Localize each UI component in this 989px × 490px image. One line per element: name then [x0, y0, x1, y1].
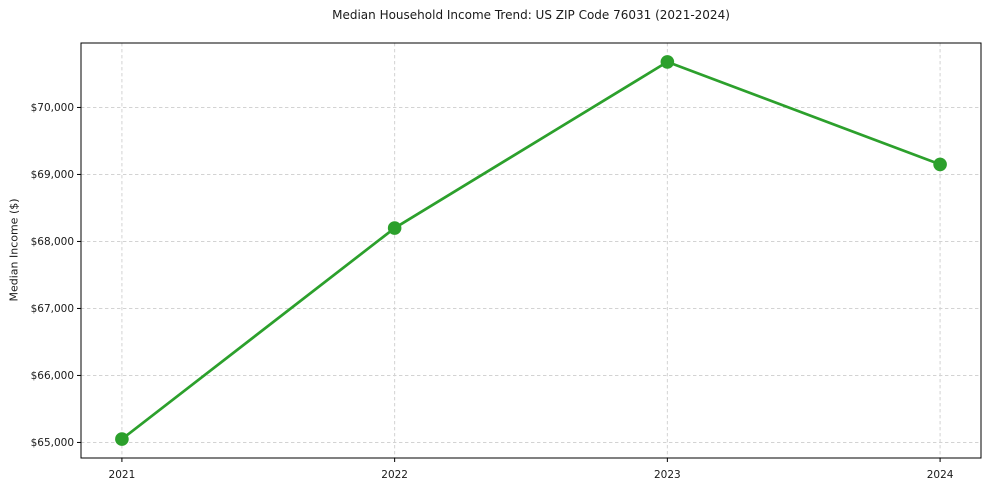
y-tick-label: $67,000: [31, 303, 74, 315]
x-tick-label: 2023: [654, 469, 681, 481]
y-tick-label: $68,000: [31, 236, 74, 248]
trend-line: [120, 60, 942, 441]
chart-title: Median Household Income Trend: US ZIP Co…: [332, 8, 730, 22]
data-point-2021: [115, 432, 129, 446]
data-point-2022: [387, 221, 402, 235]
y-tick-label: $66,000: [31, 370, 74, 382]
data-point-2024: [933, 157, 947, 172]
data-point-2023: [660, 55, 675, 69]
y-tick-label: $70,000: [31, 102, 74, 114]
y-tick-label: $65,000: [31, 437, 74, 449]
x-tick-label: 2024: [927, 469, 954, 481]
x-tick-label: 2021: [109, 469, 136, 481]
y-tick-label: $69,000: [31, 169, 74, 181]
plot-border: [80, 42, 982, 459]
x-tick-label: 2022: [381, 469, 408, 481]
